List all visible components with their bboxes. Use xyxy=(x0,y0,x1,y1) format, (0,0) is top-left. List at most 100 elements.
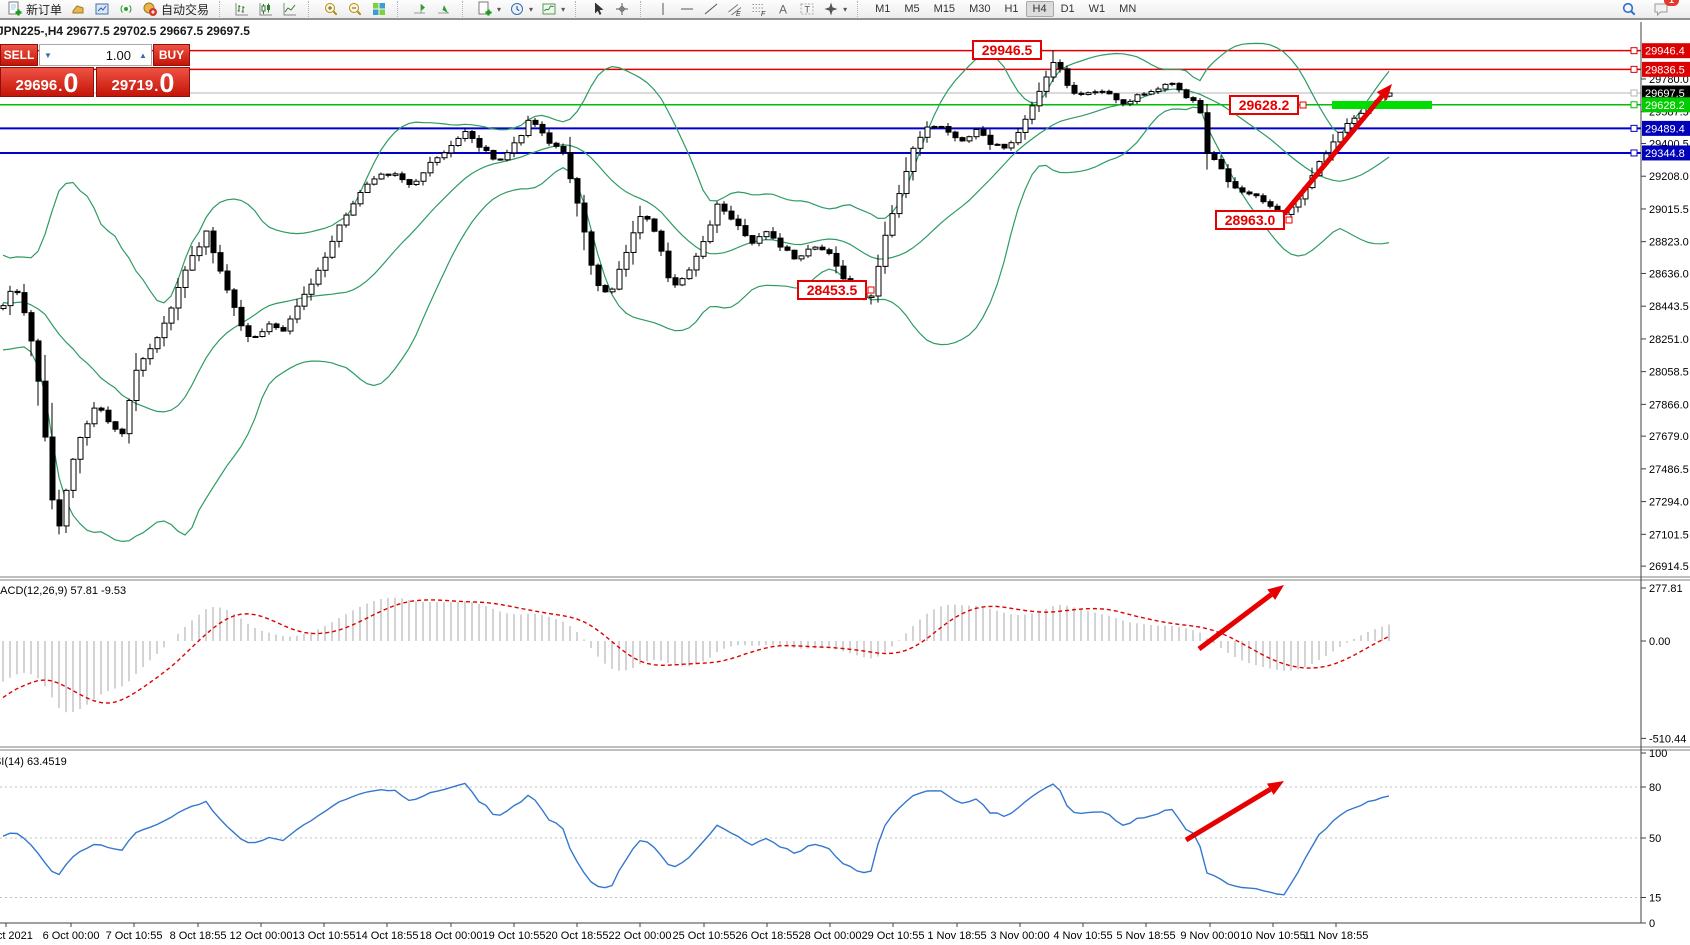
chart-canvas[interactable]: 29780.029587.529400.529208.029015.528823… xyxy=(0,22,1690,945)
volume-input[interactable]: 1.00 xyxy=(105,47,131,63)
chat-icon[interactable]: 1 xyxy=(1649,0,1679,19)
time-tick-label: 14 Oct 18:55 xyxy=(356,930,419,942)
price-tick-label: 28443.5 xyxy=(1649,301,1689,313)
volume-decrease-button[interactable]: ▼ xyxy=(44,50,52,60)
search-icon[interactable] xyxy=(1617,0,1641,19)
price-tick-label: 29780.0 xyxy=(1649,74,1689,86)
time-axis[interactable]: 4 Oct 2021 6 Oct 00:00 7 Oct 10:55 8 Oct 18… xyxy=(0,923,1368,942)
fibonacci-tool[interactable]: F xyxy=(747,0,771,19)
candle-body xyxy=(63,489,70,527)
candle-body xyxy=(392,173,399,176)
candle-body xyxy=(889,213,896,236)
crosshair-tool-button[interactable] xyxy=(610,0,634,19)
price-axis[interactable]: 29780.029587.529400.529208.029015.528823… xyxy=(0,22,1690,930)
candle-body xyxy=(917,136,924,149)
time-tick-label: 10 Nov 10:55 xyxy=(1240,930,1305,942)
signals-button[interactable] xyxy=(114,0,138,19)
cursor-tool-button[interactable] xyxy=(586,0,610,19)
timeframe-h1[interactable]: H1 xyxy=(1004,3,1019,15)
candle-body xyxy=(665,250,672,279)
candle-body xyxy=(1064,68,1071,86)
candle-body xyxy=(238,306,245,327)
candle-body xyxy=(378,173,385,180)
candlestick-series xyxy=(0,50,1393,535)
price-tick-label: 27866.0 xyxy=(1649,399,1689,411)
line-chart-mode-button[interactable] xyxy=(278,0,302,19)
timeframe-m1[interactable]: M1 xyxy=(875,3,891,15)
autotrade-button[interactable]: 自动交易 xyxy=(138,0,213,19)
arrows-tool-dropdown[interactable]: ▾ xyxy=(819,0,851,19)
toolbar-separator xyxy=(308,1,315,17)
candle-body xyxy=(1267,201,1274,207)
time-tick-label: 7 Oct 10:55 xyxy=(106,930,163,942)
candle-body xyxy=(399,173,406,181)
candle-body xyxy=(749,235,756,244)
timeframe-d1[interactable]: D1 xyxy=(1060,3,1075,15)
macd-signal-line xyxy=(2,599,1390,704)
line-anchor-square xyxy=(1630,124,1638,132)
text-label-tool[interactable]: T xyxy=(795,0,819,19)
price-tick-label: 28251.0 xyxy=(1649,334,1689,346)
candle-body xyxy=(910,147,917,172)
vertical-line-tool[interactable] xyxy=(651,0,675,19)
timeframe-m5[interactable]: M5 xyxy=(904,3,920,15)
buy-price-button[interactable]: 29719. 0 xyxy=(96,67,190,97)
equidistant-channel-tool[interactable]: E xyxy=(723,0,747,19)
candle-body xyxy=(840,265,847,280)
volume-increase-button[interactable]: ▲ xyxy=(139,50,147,60)
time-tick-label: 28 Oct 00:00 xyxy=(799,930,862,942)
new-chart-window-button[interactable] xyxy=(90,0,114,19)
bar-chart-mode-button[interactable] xyxy=(230,0,254,19)
candle-body xyxy=(350,203,357,216)
time-tick-label: 19 Oct 10:55 xyxy=(483,930,546,942)
candle-body xyxy=(329,240,336,258)
new-chart-dropdown[interactable]: ▾ xyxy=(473,0,505,19)
timeframe-w1[interactable]: W1 xyxy=(1088,3,1106,15)
candle-body xyxy=(1015,131,1022,144)
timeframe-h4[interactable]: H4 xyxy=(1025,1,1054,17)
toolbar: 新订单 自动交易 xyxy=(0,0,1690,20)
candle-body xyxy=(1085,92,1092,95)
line-anchor-square xyxy=(1630,89,1638,97)
sell-price-button[interactable]: 29696. 0 xyxy=(0,67,94,97)
candle-body xyxy=(833,252,840,267)
chart-shift-button[interactable] xyxy=(408,0,432,19)
timeframe-m15[interactable]: M15 xyxy=(933,3,956,15)
text-tool[interactable]: A xyxy=(771,0,795,19)
candle-body xyxy=(1218,158,1225,170)
tile-windows-button[interactable] xyxy=(367,0,391,19)
candlestick-mode-button[interactable] xyxy=(254,0,278,19)
template-dropdown[interactable]: ▾ xyxy=(537,0,569,19)
candle-body xyxy=(1197,100,1204,114)
zoom-out-button[interactable] xyxy=(343,0,367,19)
autoscroll-button[interactable] xyxy=(432,0,456,19)
candle-body xyxy=(693,255,700,271)
history-center-button[interactable] xyxy=(66,0,90,19)
period-dropdown[interactable]: ▾ xyxy=(505,0,537,19)
candle-body xyxy=(483,146,490,151)
callout-anchor-square xyxy=(1285,216,1293,224)
candle-body xyxy=(49,436,56,501)
price-level-badge-label: 29697.5 xyxy=(1645,88,1685,100)
candle-body xyxy=(161,322,168,339)
candle-body xyxy=(1113,93,1120,101)
candle-body xyxy=(973,128,980,138)
macd-histogram xyxy=(2,597,1390,713)
time-tick-label: 29 Oct 10:55 xyxy=(862,930,925,942)
candle-body xyxy=(133,369,140,402)
sell-button[interactable]: SELL xyxy=(0,44,38,66)
timeframe-mn[interactable]: MN xyxy=(1119,3,1137,15)
new-order-button[interactable]: 新订单 xyxy=(3,0,66,19)
trendline-tool[interactable] xyxy=(699,0,723,19)
toolbar-separator xyxy=(397,1,404,17)
candle-body xyxy=(721,203,728,212)
timeframe-m30[interactable]: M30 xyxy=(969,3,991,15)
candle-body xyxy=(434,157,441,163)
candle-body xyxy=(1204,112,1211,155)
horizontal-line-tool[interactable] xyxy=(675,0,699,19)
buy-button[interactable]: BUY xyxy=(153,44,190,66)
callout-anchor-square xyxy=(867,286,875,294)
zoom-in-button[interactable] xyxy=(319,0,343,19)
bollinger-bands-group xyxy=(2,42,1390,543)
candle-body xyxy=(455,137,462,147)
